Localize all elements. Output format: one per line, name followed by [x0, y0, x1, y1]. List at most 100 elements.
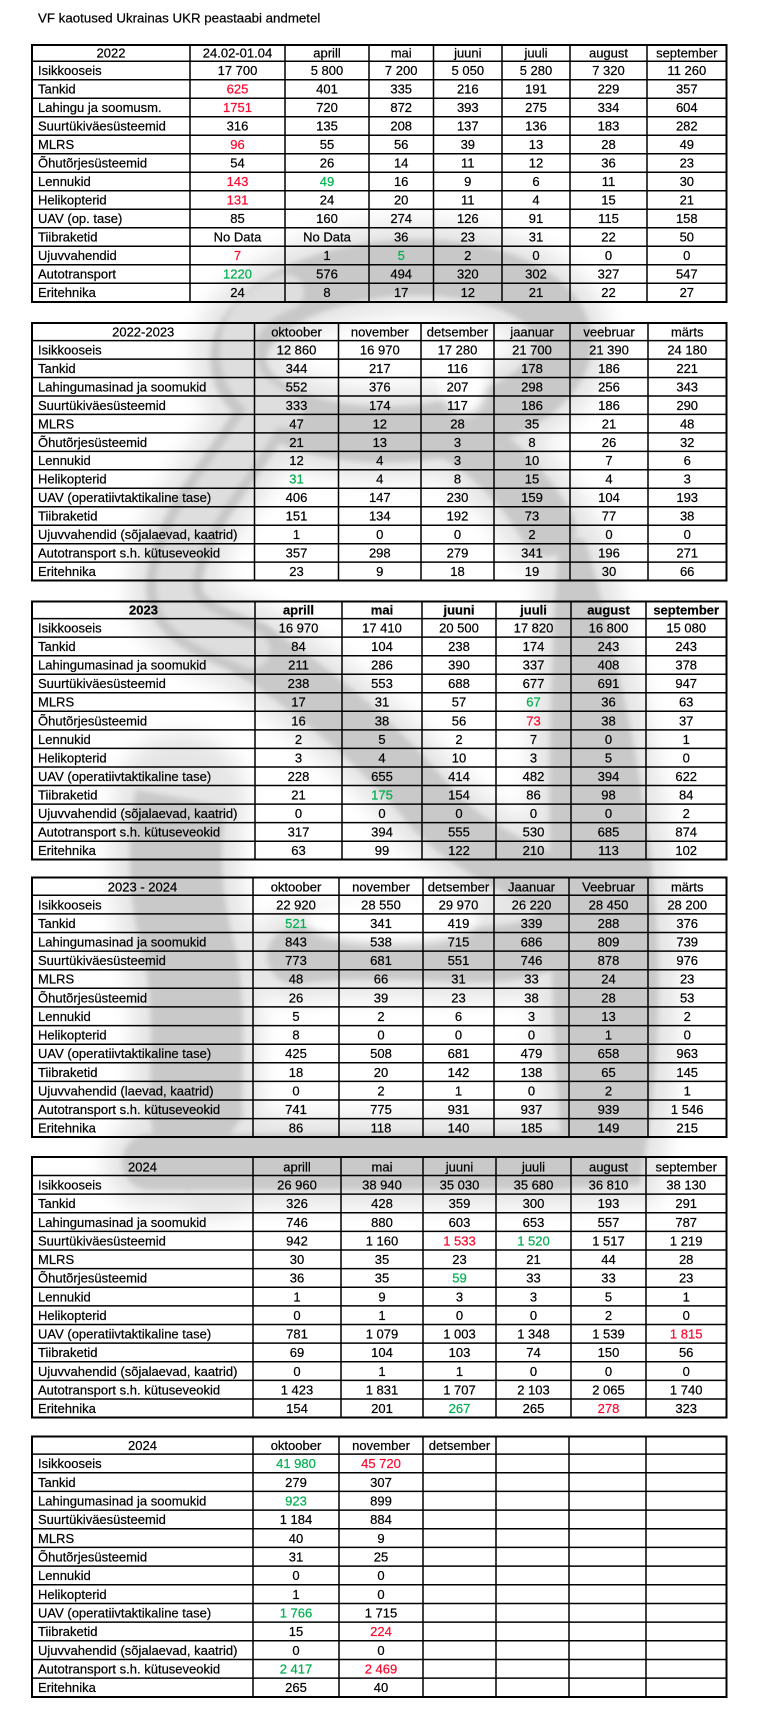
svg-text:551: 551	[448, 953, 470, 968]
svg-text:Jaanuar: Jaanuar	[508, 879, 556, 894]
svg-text:38: 38	[601, 713, 615, 728]
svg-text:38: 38	[680, 509, 694, 524]
svg-text:942: 942	[286, 1233, 308, 1248]
svg-text:73: 73	[526, 713, 540, 728]
svg-text:1 160: 1 160	[366, 1233, 399, 1248]
svg-text:359: 359	[449, 1196, 471, 1211]
svg-text:detsember: detsember	[429, 1438, 491, 1453]
svg-text:158: 158	[676, 211, 698, 226]
svg-text:530: 530	[523, 825, 545, 840]
svg-text:976: 976	[676, 953, 698, 968]
svg-text:15 080: 15 080	[666, 621, 706, 636]
svg-text:2024: 2024	[128, 1438, 157, 1453]
svg-text:874: 874	[675, 825, 697, 840]
svg-text:56: 56	[679, 1345, 693, 1360]
svg-text:Eritehnika: Eritehnika	[38, 843, 97, 858]
svg-text:Ujuvvahendid (sõjalaevad, kaat: Ujuvvahendid (sõjalaevad, kaatrid)	[38, 527, 237, 542]
svg-text:357: 357	[676, 82, 698, 97]
svg-text:36: 36	[601, 695, 615, 710]
svg-text:408: 408	[598, 658, 620, 673]
svg-text:UAV (operatiivtaktikaline tase: UAV (operatiivtaktikaline tase)	[38, 769, 211, 784]
svg-text:56: 56	[394, 137, 408, 152]
svg-text:31: 31	[529, 230, 543, 245]
svg-text:1 079: 1 079	[366, 1327, 399, 1342]
svg-text:334: 334	[598, 100, 620, 115]
svg-text:36: 36	[290, 1271, 304, 1286]
svg-text:138: 138	[521, 1065, 543, 1080]
svg-text:8: 8	[454, 472, 461, 487]
svg-text:september: september	[656, 45, 718, 60]
svg-text:341: 341	[521, 546, 543, 561]
svg-text:0: 0	[455, 806, 462, 821]
svg-text:Helikopterid: Helikopterid	[38, 750, 107, 765]
svg-text:23: 23	[289, 564, 303, 579]
svg-text:221: 221	[676, 361, 698, 376]
svg-text:3: 3	[295, 750, 302, 765]
svg-text:47: 47	[289, 416, 303, 431]
svg-text:35: 35	[375, 1252, 389, 1267]
svg-text:1 348: 1 348	[517, 1327, 550, 1342]
svg-text:2: 2	[455, 732, 462, 747]
svg-text:juuni: juuni	[453, 45, 482, 60]
svg-text:0: 0	[454, 527, 461, 542]
svg-text:1 219: 1 219	[670, 1233, 703, 1248]
svg-text:104: 104	[598, 490, 620, 505]
svg-text:28 450: 28 450	[589, 897, 629, 912]
svg-text:425: 425	[285, 1046, 307, 1061]
svg-text:145: 145	[676, 1065, 698, 1080]
svg-text:2 417: 2 417	[280, 1662, 313, 1677]
svg-text:147: 147	[369, 490, 391, 505]
svg-text:30: 30	[680, 174, 694, 189]
svg-text:Lahingumasinad ja soomukid: Lahingumasinad ja soomukid	[38, 379, 206, 394]
svg-text:2: 2	[605, 1083, 612, 1098]
svg-text:0: 0	[455, 1028, 462, 1043]
svg-text:Lennukid: Lennukid	[38, 174, 91, 189]
svg-text:279: 279	[447, 546, 469, 561]
svg-text:150: 150	[598, 1345, 620, 1360]
svg-text:2 469: 2 469	[365, 1662, 398, 1677]
svg-text:No Data: No Data	[214, 230, 262, 245]
svg-text:49: 49	[320, 174, 334, 189]
svg-text:557: 557	[598, 1215, 620, 1230]
svg-text:298: 298	[521, 379, 543, 394]
svg-text:17: 17	[394, 285, 408, 300]
svg-text:576: 576	[316, 267, 338, 282]
svg-text:2024: 2024	[128, 1160, 157, 1175]
svg-text:17 820: 17 820	[514, 621, 554, 636]
svg-text:5 280: 5 280	[520, 63, 553, 78]
svg-text:1: 1	[684, 1083, 691, 1098]
svg-text:49: 49	[680, 137, 694, 152]
svg-text:0: 0	[293, 1364, 300, 1379]
svg-text:2: 2	[377, 1083, 384, 1098]
svg-text:Helikopterid: Helikopterid	[38, 1308, 107, 1323]
svg-text:84: 84	[291, 639, 305, 654]
svg-text:Õhutõrjesüsteemid: Õhutõrjesüsteemid	[38, 713, 147, 728]
svg-text:juuli: juuli	[521, 1160, 545, 1175]
svg-text:508: 508	[370, 1046, 392, 1061]
svg-text:41 980: 41 980	[276, 1456, 316, 1471]
svg-text:21: 21	[602, 416, 616, 431]
svg-text:243: 243	[675, 639, 697, 654]
svg-text:228: 228	[288, 769, 310, 784]
svg-text:13: 13	[529, 137, 543, 152]
svg-text:26 220: 26 220	[512, 897, 552, 912]
svg-text:3: 3	[454, 435, 461, 450]
svg-text:juuli: juuli	[523, 45, 547, 60]
svg-text:10: 10	[452, 750, 466, 765]
svg-text:12: 12	[289, 453, 303, 468]
svg-text:278: 278	[598, 1401, 620, 1416]
svg-text:16: 16	[394, 174, 408, 189]
svg-text:131: 131	[227, 193, 249, 208]
svg-text:0: 0	[378, 806, 385, 821]
svg-text:Ujuvvahendid: Ujuvvahendid	[38, 248, 117, 263]
svg-text:18: 18	[450, 564, 464, 579]
svg-text:Tiibraketid: Tiibraketid	[38, 509, 97, 524]
svg-text:113: 113	[598, 843, 619, 858]
svg-text:33: 33	[526, 1271, 540, 1286]
svg-text:230: 230	[447, 490, 469, 505]
svg-text:16: 16	[291, 713, 305, 728]
svg-text:17 700: 17 700	[218, 63, 258, 78]
svg-text:Suurtükiväesüsteemid: Suurtükiväesüsteemid	[38, 1233, 166, 1248]
svg-text:aprill: aprill	[283, 1160, 311, 1175]
svg-text:2: 2	[683, 806, 690, 821]
